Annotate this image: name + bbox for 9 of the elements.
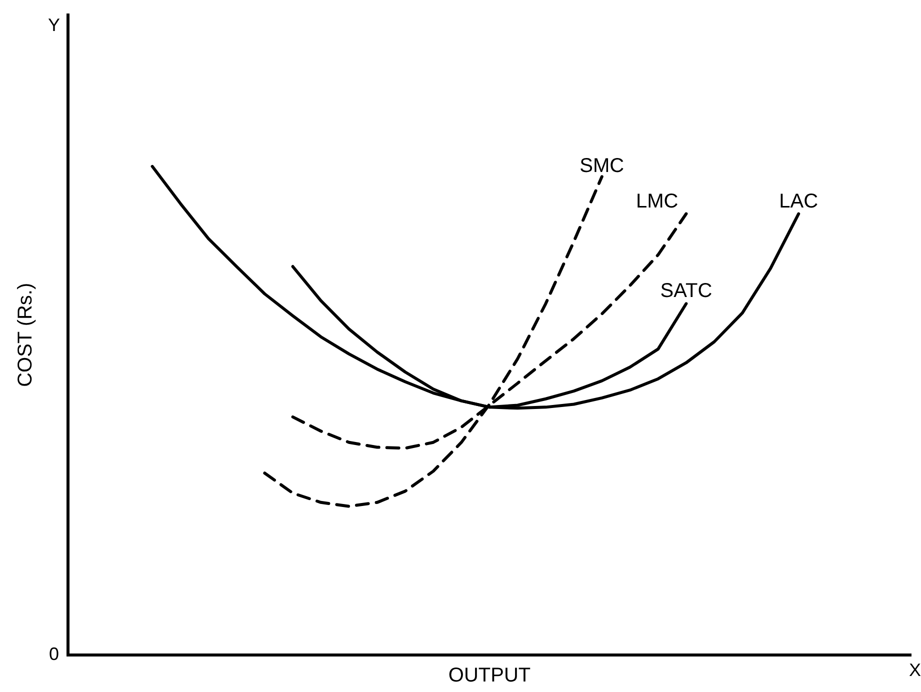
text: Y bbox=[48, 14, 60, 35]
text: X bbox=[908, 660, 921, 680]
series-label: LMC bbox=[636, 190, 678, 212]
series-label: SATC bbox=[660, 280, 712, 302]
x-axis-title: OUTPUT bbox=[448, 664, 531, 687]
text: 0 bbox=[48, 644, 60, 664]
series-label: LAC bbox=[779, 190, 818, 212]
y-axis-title: COST (Rs.) bbox=[14, 282, 37, 387]
series-label: SMC bbox=[580, 155, 624, 178]
